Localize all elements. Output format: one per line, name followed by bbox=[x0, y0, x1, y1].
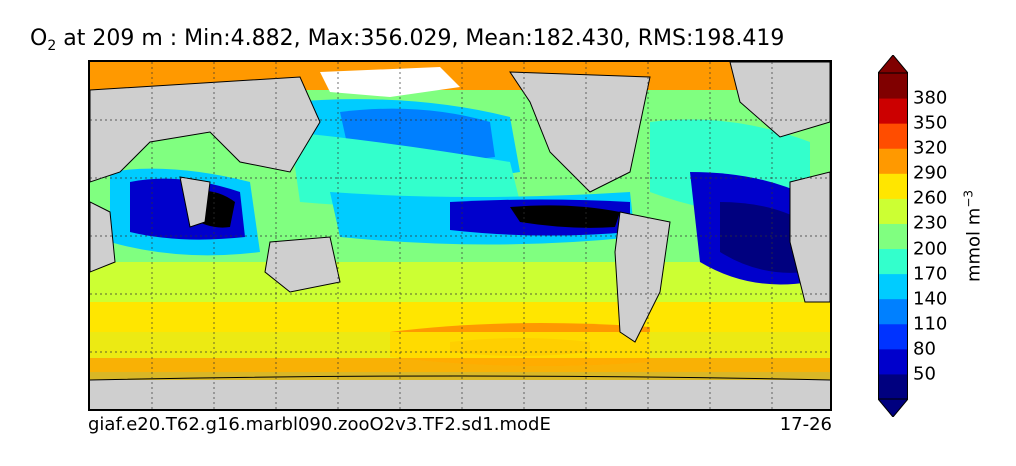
colorbar-tick-label: 350 bbox=[913, 112, 948, 134]
atlantic-omz-core bbox=[720, 202, 805, 273]
colorbar bbox=[878, 55, 908, 417]
title-subscript: 2 bbox=[47, 38, 57, 54]
colorbar-extend-min bbox=[878, 398, 908, 417]
land-africa-east bbox=[90, 201, 116, 273]
land-africa-west bbox=[789, 171, 830, 303]
land-asia bbox=[90, 76, 321, 183]
colorbar-segment bbox=[878, 173, 908, 199]
colorbar-segments bbox=[878, 55, 908, 417]
colorbar-tick-label: 200 bbox=[913, 238, 948, 260]
colorbar-segment bbox=[878, 73, 908, 99]
band-south-4 bbox=[90, 358, 830, 380]
title-species: O bbox=[30, 26, 48, 51]
graticule bbox=[90, 62, 830, 409]
ocean-o2-map bbox=[88, 60, 832, 411]
land-south-america bbox=[614, 211, 671, 343]
colorbar-tick-label: 320 bbox=[913, 137, 948, 159]
colorbar-tick-label: 290 bbox=[913, 162, 948, 184]
colorbar-segment bbox=[878, 248, 908, 275]
antarctica-coast bbox=[90, 375, 830, 381]
colorbar-tick-label: 380 bbox=[913, 87, 948, 109]
colorbar-tick-label: 80 bbox=[913, 338, 936, 360]
colorbar-tick-label: 230 bbox=[913, 212, 948, 234]
unit-exponent: −3 bbox=[961, 189, 976, 208]
land-north-america bbox=[509, 71, 651, 193]
years-label: 17-26 bbox=[779, 414, 832, 435]
colorbar-segment bbox=[878, 198, 908, 224]
npacific-teal bbox=[290, 132, 520, 207]
colorbar-segment bbox=[878, 348, 908, 375]
colorbar-outline bbox=[878, 72, 908, 400]
land-india bbox=[179, 176, 211, 228]
colorbar-tick-label: 110 bbox=[913, 313, 948, 335]
land-australia bbox=[264, 236, 341, 293]
unit-base: mmol m bbox=[963, 207, 985, 283]
sea-ice-arctic bbox=[320, 67, 460, 97]
colorbar-tick-label: 50 bbox=[913, 363, 936, 385]
colorbar-tick-label: 260 bbox=[913, 187, 948, 209]
colorbar-segment bbox=[878, 148, 908, 174]
plot-title: O2 at 209 m : Min:4.882, Max:356.029, Me… bbox=[30, 26, 784, 54]
colorbar-tick-label: 170 bbox=[913, 263, 948, 285]
colorbar-segment bbox=[878, 273, 908, 300]
colorbar-segment bbox=[878, 298, 908, 325]
land-europe bbox=[729, 62, 830, 138]
colorbar-segment bbox=[878, 98, 908, 124]
band-south-1 bbox=[90, 262, 830, 302]
colorbar-segment bbox=[878, 223, 908, 250]
title-stats: at 209 m : Min:4.882, Max:356.029, Mean:… bbox=[56, 26, 785, 51]
land-antarctica bbox=[90, 380, 830, 409]
eq-pacific-black bbox=[510, 205, 620, 228]
colorbar-segment bbox=[878, 123, 908, 149]
colorbar-unit-label: mmol m−3 bbox=[962, 190, 985, 282]
map-canvas bbox=[90, 62, 830, 409]
colorbar-segment bbox=[878, 323, 908, 350]
colorbar-tick-label: 140 bbox=[913, 288, 948, 310]
colorbar-extend-max bbox=[878, 55, 908, 74]
colorbar-segment bbox=[878, 373, 908, 400]
case-name-label: giaf.e20.T62.g16.marbl090.zooO2v3.TF2.sd… bbox=[88, 414, 551, 435]
